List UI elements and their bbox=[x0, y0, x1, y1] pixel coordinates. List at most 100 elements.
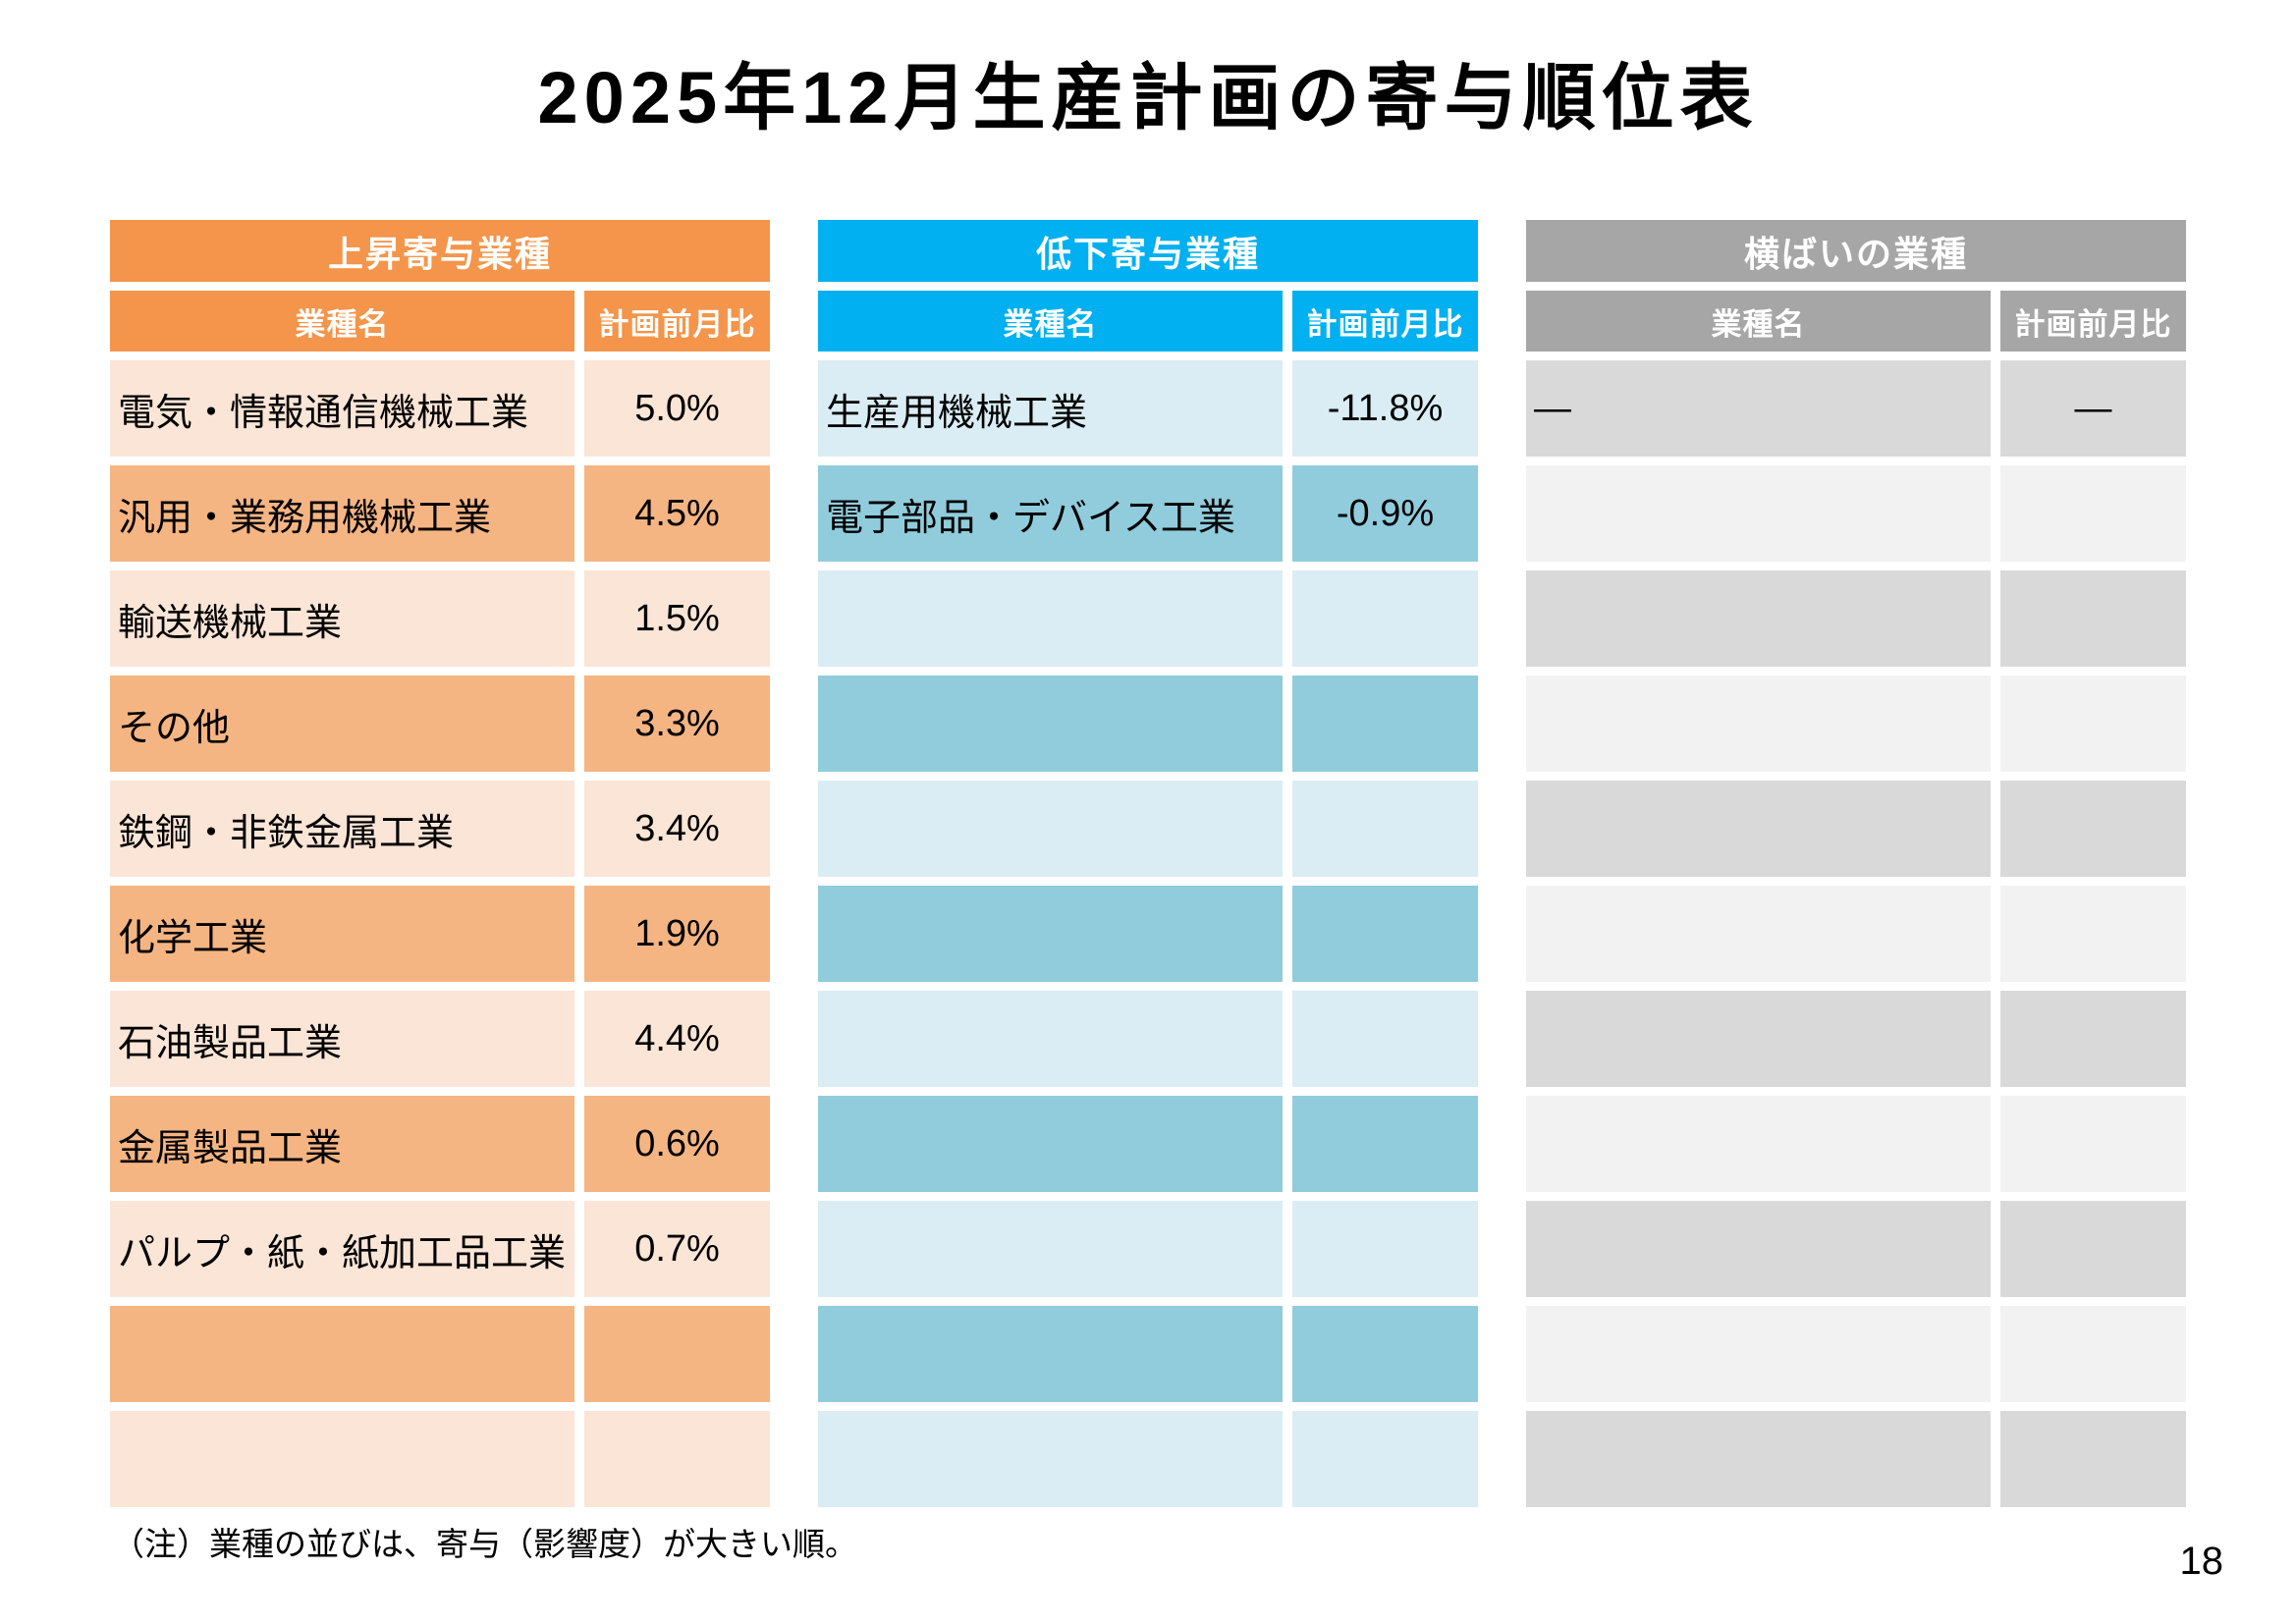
ratio-value-cell bbox=[1292, 1411, 1478, 1507]
industry-name-cell bbox=[1526, 991, 1991, 1087]
industry-name-cell: ― bbox=[1526, 360, 1991, 457]
table-row bbox=[818, 886, 1478, 982]
table-row bbox=[818, 991, 1478, 1087]
industry-name-cell: その他 bbox=[110, 676, 574, 772]
industry-name-cell bbox=[110, 1411, 574, 1507]
table-row: ― ― bbox=[1526, 360, 2186, 457]
ratio-value-cell bbox=[1292, 991, 1478, 1087]
footnote: （注）業種の並びは、寄与（影響度）が大きい順。 bbox=[112, 1526, 857, 1562]
table-row bbox=[110, 1411, 770, 1507]
ratio-value-cell bbox=[2000, 1306, 2186, 1402]
ratio-value-cell bbox=[1292, 1201, 1478, 1297]
ratio-value-cell: 0.7% bbox=[584, 1201, 770, 1297]
ratio-value-cell: 5.0% bbox=[584, 360, 770, 457]
table-row bbox=[1526, 676, 2186, 772]
ratio-value-cell: 1.5% bbox=[584, 570, 770, 667]
industry-name-cell: 鉄鋼・非鉄金属工業 bbox=[110, 781, 574, 877]
table-row bbox=[818, 1201, 1478, 1297]
table-row: 生産用機械工業 -11.8% bbox=[818, 360, 1478, 457]
industry-name-cell bbox=[1526, 781, 1991, 877]
industry-name-cell: 輸送機械工業 bbox=[110, 570, 574, 667]
table-row bbox=[1526, 1201, 2186, 1297]
industry-name-cell: 汎用・業務用機械工業 bbox=[110, 465, 574, 562]
table-row bbox=[818, 781, 1478, 877]
industry-name-cell bbox=[1526, 465, 1991, 562]
ratio-value-cell: 3.4% bbox=[584, 781, 770, 877]
industry-name-cell bbox=[1526, 676, 1991, 772]
page-title: 2025年12月生産計画の寄与順位表 bbox=[537, 57, 1759, 138]
table-row: 電気・情報通信機械工業 5.0% bbox=[110, 360, 770, 457]
table-row bbox=[1526, 1096, 2186, 1192]
industry-name-cell bbox=[818, 781, 1283, 877]
ratio-value-cell: 0.6% bbox=[584, 1096, 770, 1192]
column-header-industry: 業種名 bbox=[818, 291, 1283, 352]
ratio-value-cell bbox=[1292, 781, 1478, 877]
industry-name-cell bbox=[1526, 1201, 1991, 1297]
column-header-ratio: 計画前月比 bbox=[1292, 291, 1478, 352]
column-header-ratio: 計画前月比 bbox=[584, 291, 770, 352]
industry-name-cell bbox=[110, 1306, 574, 1402]
ratio-value-cell: 1.9% bbox=[584, 886, 770, 982]
ratio-value-cell bbox=[584, 1306, 770, 1402]
ratio-value-cell: 4.4% bbox=[584, 991, 770, 1087]
ratio-value-cell bbox=[2000, 465, 2186, 562]
table-row bbox=[1526, 465, 2186, 562]
table-row bbox=[1526, 781, 2186, 877]
ratio-value-cell: ― bbox=[2000, 360, 2186, 457]
industry-name-cell: 石油製品工業 bbox=[110, 991, 574, 1087]
ratio-value-cell bbox=[2000, 1096, 2186, 1192]
ratio-value-cell bbox=[1292, 1306, 1478, 1402]
industry-name-cell: 化学工業 bbox=[110, 886, 574, 982]
table-row bbox=[1526, 1306, 2186, 1402]
industry-name-cell bbox=[1526, 1306, 1991, 1402]
industry-name-cell: 生産用機械工業 bbox=[818, 360, 1283, 457]
ratio-value-cell bbox=[2000, 1411, 2186, 1507]
industry-name-cell bbox=[818, 1411, 1283, 1507]
table-row bbox=[818, 570, 1478, 667]
table-row: 汎用・業務用機械工業 4.5% bbox=[110, 465, 770, 562]
industry-name-cell: 電子部品・デバイス工業 bbox=[818, 465, 1283, 562]
table-flat: 横ばいの業種 業種名 計画前月比 ― ― bbox=[1526, 220, 2186, 1507]
table-row: 金属製品工業 0.6% bbox=[110, 1096, 770, 1192]
industry-name-cell: 電気・情報通信機械工業 bbox=[110, 360, 574, 457]
table-row: 鉄鋼・非鉄金属工業 3.4% bbox=[110, 781, 770, 877]
table-row bbox=[1526, 570, 2186, 667]
table-row bbox=[818, 1306, 1478, 1402]
ratio-value-cell: -0.9% bbox=[1292, 465, 1478, 562]
page-number: 18 bbox=[2179, 1540, 2224, 1583]
industry-name-cell: 金属製品工業 bbox=[110, 1096, 574, 1192]
ratio-value-cell bbox=[2000, 570, 2186, 667]
ratio-value-cell: -11.8% bbox=[1292, 360, 1478, 457]
table-row bbox=[1526, 886, 2186, 982]
industry-name-cell bbox=[1526, 886, 1991, 982]
table-row: 石油製品工業 4.4% bbox=[110, 991, 770, 1087]
industry-name-cell bbox=[818, 1306, 1283, 1402]
industry-name-cell: パルプ・紙・紙加工品工業 bbox=[110, 1201, 574, 1297]
table-row bbox=[818, 1411, 1478, 1507]
industry-name-cell bbox=[818, 570, 1283, 667]
table-row bbox=[1526, 991, 2186, 1087]
table-row bbox=[1526, 1411, 2186, 1507]
table-flat-column-headers: 業種名 計画前月比 bbox=[1526, 291, 2186, 352]
ratio-value-cell bbox=[1292, 570, 1478, 667]
ratio-value-cell bbox=[1292, 1096, 1478, 1192]
column-header-ratio: 計画前月比 bbox=[2000, 291, 2186, 352]
ratio-value-cell bbox=[2000, 781, 2186, 877]
ratio-value-cell bbox=[2000, 886, 2186, 982]
column-header-industry: 業種名 bbox=[1526, 291, 1991, 352]
table-row: 化学工業 1.9% bbox=[110, 886, 770, 982]
table-row: 電子部品・デバイス工業 -0.9% bbox=[818, 465, 1478, 562]
column-header-industry: 業種名 bbox=[110, 291, 574, 352]
table-row bbox=[818, 676, 1478, 772]
table-flat-title: 横ばいの業種 bbox=[1526, 220, 2186, 282]
ratio-value-cell: 3.3% bbox=[584, 676, 770, 772]
table-rising-column-headers: 業種名 計画前月比 bbox=[110, 291, 770, 352]
ratio-value-cell: 4.5% bbox=[584, 465, 770, 562]
ratio-value-cell bbox=[1292, 886, 1478, 982]
tables-row: 上昇寄与業種 業種名 計画前月比 電気・情報通信機械工業 5.0% 汎用・業務用機械工業 4… bbox=[110, 220, 2186, 1507]
industry-name-cell bbox=[818, 676, 1283, 772]
table-declining-column-headers: 業種名 計画前月比 bbox=[818, 291, 1478, 352]
table-rising: 上昇寄与業種 業種名 計画前月比 電気・情報通信機械工業 5.0% 汎用・業務用機械工業 4… bbox=[110, 220, 770, 1507]
industry-name-cell bbox=[818, 1096, 1283, 1192]
